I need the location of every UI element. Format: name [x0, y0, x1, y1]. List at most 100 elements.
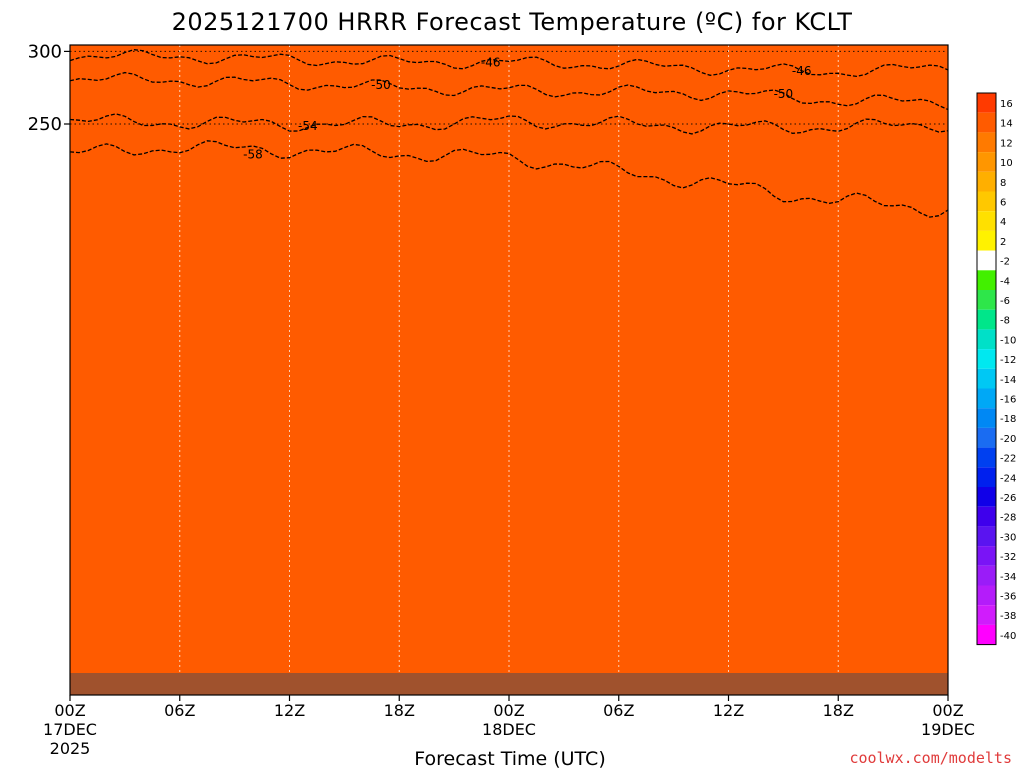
isotherm-label: -42	[133, 24, 153, 38]
colorbar-cell	[977, 270, 996, 290]
colorbar-label: -36	[1000, 592, 1016, 603]
colorbar-label: 10	[1000, 158, 1013, 169]
colorbar-label: 12	[1000, 138, 1013, 149]
colorbar-cell	[977, 605, 996, 625]
colorbar-cell	[977, 93, 996, 113]
colorbar-label: -20	[1000, 434, 1016, 445]
colorbar-label: 6	[1000, 198, 1006, 209]
colorbar-cell	[977, 585, 996, 606]
colorbar-cell	[977, 132, 996, 153]
colorbar-cell	[977, 250, 996, 271]
colorbar-cell	[977, 624, 996, 645]
isotherm-line	[70, 71, 948, 111]
x-tick-year: 2025	[50, 739, 91, 758]
colorbar-cell	[977, 191, 996, 212]
colorbar-label: -32	[1000, 552, 1016, 563]
y-tick-label: 250	[28, 114, 62, 135]
colorbar-label: 2	[1000, 237, 1006, 248]
colorbar-label: -8	[1000, 316, 1010, 327]
colorbar-label: 8	[1000, 178, 1006, 189]
colorbar: 16 14 12 10 8 6 4 2 -2 -4 -6 -8 -10 -12 -14 -16 -18 -20 -2…	[976, 92, 1016, 646]
colorbar-cell	[977, 309, 996, 330]
x-tick-date: 18DEC	[482, 720, 536, 739]
colorbar-label: -22	[1000, 454, 1016, 465]
x-tick-label: 00Z	[932, 701, 963, 720]
x-tick-label: 00Z	[54, 701, 85, 720]
colorbar-label: -14	[1000, 375, 1016, 386]
isotherm-label: -46	[792, 64, 812, 78]
colorbar-cell	[977, 506, 996, 527]
colorbar-cell	[977, 565, 996, 586]
isotherm-label-bg	[131, 24, 156, 37]
colorbar-cell	[977, 230, 996, 251]
isotherm-label: -38	[97, 3, 117, 17]
isotherm-line	[70, 113, 948, 135]
isotherm-line	[70, 140, 948, 218]
isotherm-label: -50	[774, 87, 794, 101]
colorbar-label: -16	[1000, 395, 1016, 406]
colorbar-label: -34	[1000, 572, 1016, 583]
colorbar-label: -24	[1000, 473, 1016, 484]
colorbar-cell	[977, 467, 996, 487]
colorbar-label: 4	[1000, 217, 1006, 228]
grid	[70, 45, 948, 695]
isotherm-lines	[70, 49, 948, 218]
colorbar-cell	[977, 408, 996, 428]
colorbar-label: -4	[1000, 276, 1010, 287]
colorbar-label: -12	[1000, 355, 1016, 366]
colorbar-cell	[977, 329, 996, 350]
y-axis: 2503003504004505005506006507007508008509…	[28, 0, 70, 135]
colorbar-cell	[977, 388, 996, 409]
credit-text: coolwx.com/modelts	[849, 749, 1012, 767]
y-tick-label: 350	[28, 0, 62, 1]
x-tick-date: 19DEC	[921, 720, 975, 739]
plot-area: -58-54-50-50-46-46-42-42-42-38-38-34-34-…	[70, 3, 948, 695]
y-tick-label: 300	[28, 41, 62, 62]
chart-title: 2025121700 HRRR Forecast Temperature (ºC…	[172, 8, 853, 36]
isotherm-label: -54	[298, 119, 318, 133]
colorbar-cell	[977, 290, 996, 310]
isotherm-label: -58	[243, 147, 263, 161]
x-tick-label: 18Z	[823, 701, 854, 720]
colorbar-label: -28	[1000, 513, 1016, 524]
colorbar-label: -30	[1000, 532, 1016, 543]
colorbar-cell	[977, 546, 996, 566]
x-tick-label: 06Z	[164, 701, 195, 720]
colorbar-label: -40	[1000, 631, 1016, 642]
isotherm-line	[70, 49, 948, 78]
x-tick-label: 00Z	[493, 701, 524, 720]
x-tick-date: 17DEC	[43, 720, 97, 739]
colorbar-cell	[977, 112, 996, 133]
colorbar-cell	[977, 152, 996, 172]
isotherm-labels: -58-54-50-50-46-46-42-42-42-38-38-34-34-…	[94, 3, 812, 162]
colorbar-label: -18	[1000, 414, 1016, 425]
x-axis-label: Forecast Time (UTC)	[414, 748, 605, 768]
colorbar-cell	[977, 487, 996, 507]
colorbar-cell	[977, 211, 996, 231]
isotherm-label: -46	[481, 56, 501, 70]
colorbar-cell	[977, 171, 996, 192]
colorbar-label: -26	[1000, 493, 1016, 504]
x-tick-label: 12Z	[274, 701, 305, 720]
colorbar-label: -6	[1000, 296, 1010, 307]
colorbar-label: -2	[1000, 257, 1010, 268]
isotherm-label-bg	[94, 3, 119, 16]
temperature-bands	[70, 45, 948, 695]
colorbar-label: 14	[1000, 119, 1013, 130]
colorbar-cell	[977, 427, 996, 448]
colorbar-cell	[977, 349, 996, 369]
x-tick-label: 18Z	[384, 701, 415, 720]
isotherm-label: -50	[371, 78, 391, 92]
colorbar-label: -38	[1000, 611, 1016, 622]
colorbar-cell	[977, 368, 996, 389]
colorbar-label: -10	[1000, 335, 1016, 346]
x-tick-label: 12Z	[713, 701, 744, 720]
colorbar-frame	[976, 92, 997, 646]
colorbar-cell	[977, 526, 996, 547]
x-tick-label: 06Z	[603, 701, 634, 720]
ground-surface	[70, 673, 948, 695]
colorbar-label: 16	[1000, 99, 1013, 110]
colorbar-cell	[977, 447, 996, 468]
